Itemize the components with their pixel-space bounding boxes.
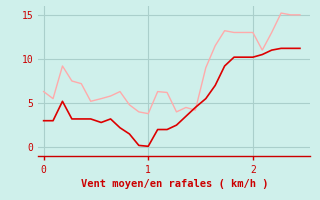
X-axis label: Vent moyen/en rafales ( km/h ): Vent moyen/en rafales ( km/h ) <box>81 179 268 189</box>
